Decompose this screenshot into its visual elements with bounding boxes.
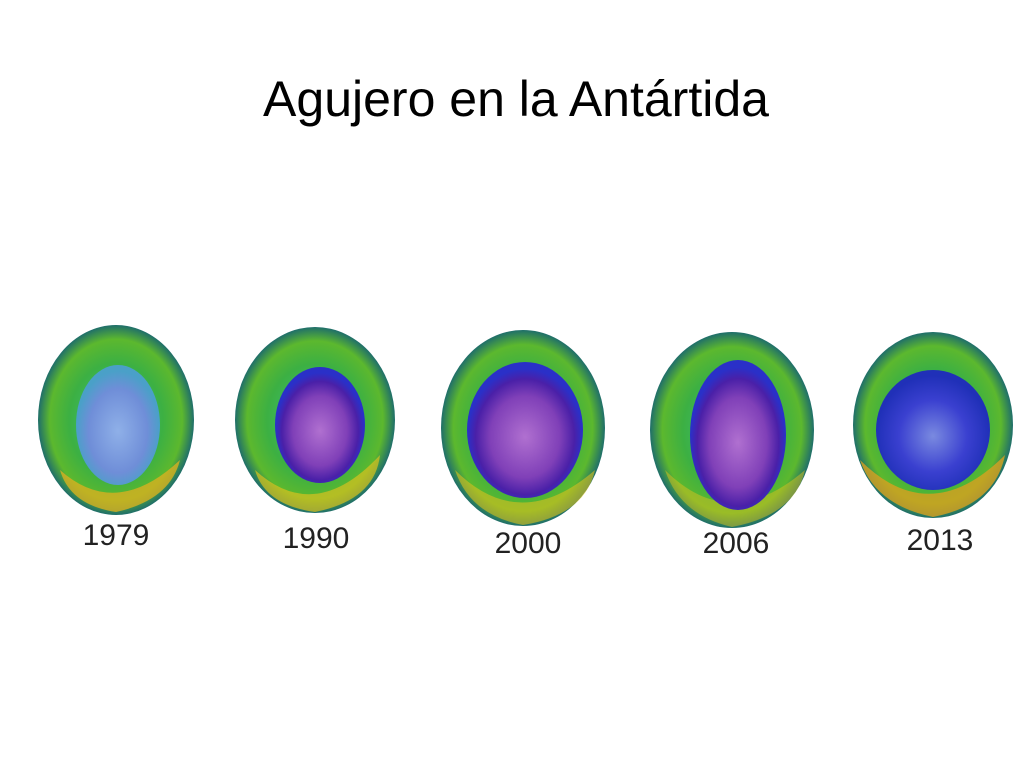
ozone-hole <box>690 360 786 510</box>
ozone-hole <box>876 370 990 490</box>
ozone-ring <box>665 470 805 527</box>
ozone-hole <box>275 367 365 483</box>
year-label: 1979 <box>83 519 150 552</box>
year-label: 2006 <box>703 527 770 560</box>
ozone-ring <box>255 455 380 512</box>
globe <box>235 327 395 513</box>
slide-title: Agujero en la Antártida <box>263 71 769 127</box>
globe <box>853 332 1013 518</box>
year-label: 2013 <box>907 524 974 557</box>
ozone-ring <box>455 470 595 525</box>
globe <box>441 330 605 526</box>
globe <box>38 325 194 515</box>
ozone-hole <box>467 362 583 498</box>
globe <box>650 332 814 528</box>
ozone-ring <box>60 460 180 512</box>
year-label: 1990 <box>283 522 350 555</box>
year-label: 2000 <box>495 527 562 560</box>
ozone-ring <box>860 455 1005 517</box>
ozone-hole <box>76 365 160 485</box>
